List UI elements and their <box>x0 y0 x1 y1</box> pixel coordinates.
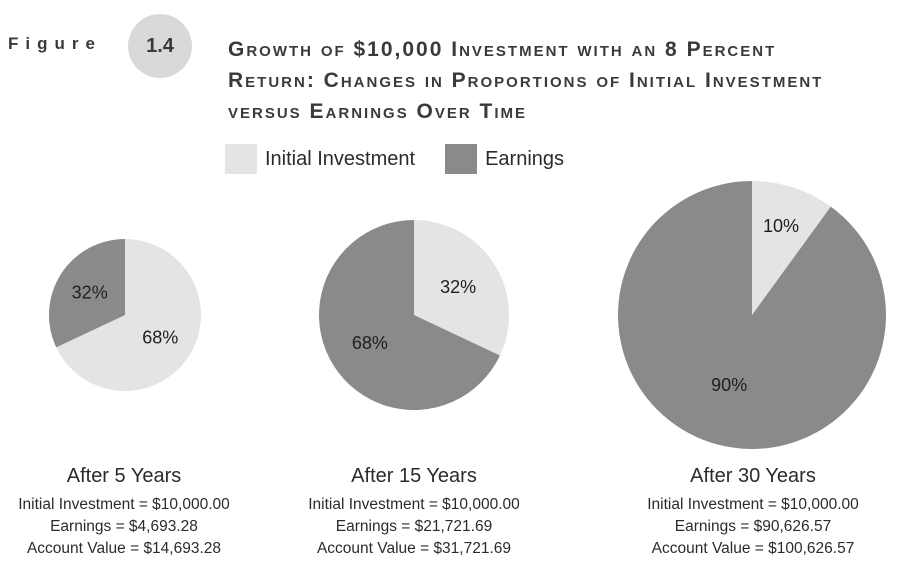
pie-label-earnings: 32% <box>72 283 108 303</box>
caption-title: After 15 Years <box>351 465 477 487</box>
pie-slice-initial-investment <box>56 239 202 391</box>
pie-chart-1: 68% 32% <box>48 239 202 391</box>
pie-label-initial-investment: 10% <box>763 216 799 236</box>
caption-initial-investment: Initial Investment = $10,000.00 <box>308 496 520 513</box>
figure-title: Growth of $10,000 Investment with an 8 P… <box>228 38 824 123</box>
caption-30-years: After 30 Years Initial Investment = $10,… <box>603 465 900 560</box>
pie-label-initial-investment: 68% <box>142 327 178 347</box>
pie-chart-2: 32% 68% <box>319 220 510 410</box>
pie-chart-3: 10% 90% <box>618 181 887 450</box>
caption-title: After 5 Years <box>66 465 182 487</box>
legend-swatch-earnings <box>445 144 478 174</box>
caption-account-value: Account Value = $100,626.57 <box>651 540 855 557</box>
pie-charts: 68% 32% 32% 68% 10% 90% <box>48 181 887 450</box>
legend: Initial Investment Earnings <box>225 144 594 174</box>
pie-label-earnings: 68% <box>352 333 388 353</box>
caption-title: After 30 Years <box>690 465 816 487</box>
legend-item-initial-investment: Initial Investment <box>225 144 415 174</box>
pie-slice-earnings <box>618 181 887 450</box>
caption-earnings: Earnings = $4,693.28 <box>50 518 198 535</box>
legend-label-initial-investment: Initial Investment <box>265 147 416 170</box>
caption-5-years: After 5 Years Initial Investment = $10,0… <box>0 465 274 560</box>
caption-initial-investment: Initial Investment = $10,000.00 <box>647 496 859 513</box>
legend-label-earnings: Earnings <box>485 147 565 170</box>
figure-number-badge: 1.4 <box>128 14 192 78</box>
figure-label: Figure <box>8 34 102 53</box>
caption-earnings: Earnings = $21,721.69 <box>335 518 493 535</box>
pie-slice-earnings <box>319 220 500 410</box>
caption-initial-investment: Initial Investment = $10,000.00 <box>18 496 230 513</box>
legend-item-earnings: Earnings <box>445 144 564 174</box>
pie-slice-initial-investment <box>414 220 510 356</box>
pie-label-initial-investment: 32% <box>440 277 476 297</box>
caption-earnings: Earnings = $90,626.57 <box>674 518 832 535</box>
caption-account-value: Account Value = $31,721.69 <box>316 540 512 557</box>
caption-15-years: After 15 Years Initial Investment = $10,… <box>264 465 564 560</box>
caption-account-value: Account Value = $14,693.28 <box>26 540 222 557</box>
legend-swatch-initial-investment <box>225 144 257 174</box>
pie-slice-initial-investment <box>752 181 831 315</box>
pie-label-earnings: 90% <box>711 375 747 395</box>
pie-slice-earnings <box>48 239 125 348</box>
